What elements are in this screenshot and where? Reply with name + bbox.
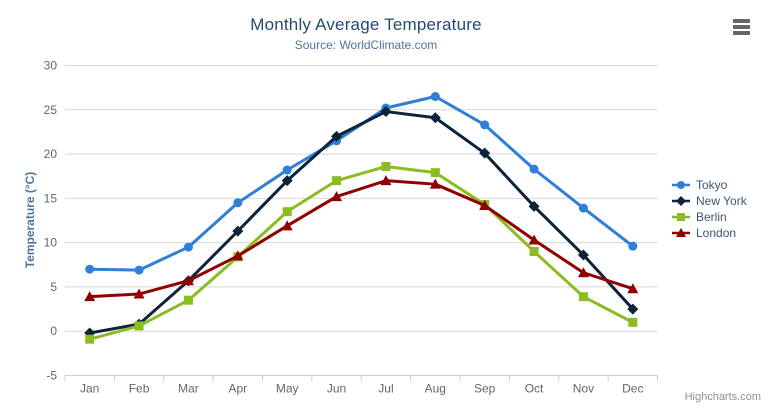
marker-new-york [429, 112, 441, 124]
chart-context-menu-button[interactable] [730, 17, 753, 37]
y-axis-title: Temperature (°C) [23, 171, 37, 269]
marker-new-york [281, 175, 293, 187]
legend-marker-shape [677, 181, 685, 189]
marker-london [528, 234, 540, 245]
marker-tokyo [480, 120, 490, 130]
x-axis-tick-label: Mar [178, 382, 199, 396]
marker-tokyo [282, 165, 292, 175]
series-line-london [88, 179, 635, 299]
marker-london [479, 199, 491, 210]
marker-tokyo [134, 265, 144, 275]
marker-berlin [628, 317, 638, 327]
marker-london [232, 250, 244, 261]
hamburger-menu-icon [733, 19, 750, 35]
marker-new-york [479, 147, 491, 159]
x-axis-tick-label: Sep [474, 382, 496, 396]
marker-berlin [85, 334, 95, 344]
marker-new-york [331, 130, 343, 142]
legend-label: London [696, 226, 737, 240]
marker-new-york [528, 200, 540, 212]
legend-item-london[interactable]: London [671, 225, 747, 241]
y-axis-tick-label: 5 [50, 280, 57, 294]
marker-berlin [381, 161, 391, 171]
marker-london [182, 275, 194, 286]
legend-marker-square-icon [672, 213, 690, 221]
x-axis-tick-label: Nov [573, 382, 594, 396]
legend-marker-circle-icon [672, 181, 690, 189]
marker-london [429, 178, 441, 189]
marker-tokyo [430, 92, 440, 101]
x-axis-tick-label: Feb [129, 382, 150, 396]
x-axis-tick-label: Jan [80, 382, 99, 396]
legend-label: Tokyo [696, 178, 728, 192]
x-axis-tick-label: Jul [378, 382, 393, 396]
x-axis-tick-label: Apr [228, 382, 247, 396]
marker-berlin [430, 168, 440, 178]
y-axis-tick-label: 0 [50, 324, 57, 338]
marker-berlin [332, 176, 342, 186]
series-new-york[interactable] [84, 106, 639, 339]
marker-new-york [380, 106, 392, 118]
y-axis-tick-label: 25 [44, 103, 58, 117]
marker-berlin [282, 207, 292, 217]
x-axis-tick-label: Oct [525, 382, 544, 396]
y-axis-tick-label: 10 [44, 236, 58, 250]
series-berlin[interactable] [85, 161, 638, 344]
marker-new-york [232, 225, 244, 237]
marker-london [577, 267, 589, 278]
marker-berlin [183, 295, 193, 305]
x-axis-tick-label: Dec [622, 382, 643, 396]
marker-london [281, 220, 293, 231]
marker-london [380, 175, 392, 186]
marker-tokyo [628, 241, 638, 251]
marker-tokyo [233, 198, 243, 208]
series-line-new-york [88, 110, 635, 335]
legend-item-tokyo[interactable]: Tokyo [671, 177, 747, 193]
y-axis-tick-label: 30 [44, 59, 58, 73]
legend-label: New York [696, 194, 747, 208]
marker-tokyo [85, 264, 95, 274]
legend-marker-diamond-icon [672, 196, 690, 206]
highcharts-credits-link[interactable]: Highcharts.com [684, 391, 761, 403]
x-axis-tick-label: May [276, 382, 299, 396]
marker-new-york [577, 249, 589, 261]
chart-subtitle: Source: WorldClimate.com [294, 38, 438, 52]
series-tokyo[interactable] [85, 92, 638, 275]
chart-title: Monthly Average Temperature [250, 15, 482, 34]
marker-london [84, 291, 96, 302]
y-axis-tick-label: -5 [46, 369, 57, 383]
marker-london [627, 283, 639, 294]
marker-tokyo [183, 242, 193, 252]
legend-item-new-york[interactable]: New York [671, 193, 747, 209]
legend-marker-shape [676, 196, 686, 206]
legend-label: Berlin [696, 210, 727, 224]
marker-london [331, 191, 343, 202]
series-london[interactable] [84, 175, 639, 302]
marker-new-york [627, 303, 639, 315]
legend-marker-shape [677, 213, 685, 221]
legend-item-berlin[interactable]: Berlin [671, 209, 747, 225]
legend: Tokyo New York Berlin London [671, 177, 747, 241]
series-line-berlin [88, 164, 635, 341]
y-axis-tick-label: 15 [44, 191, 58, 205]
legend-marker-shape [676, 228, 686, 237]
marker-london [133, 288, 145, 299]
x-axis-tick-label: Jun [327, 382, 346, 396]
marker-berlin [134, 321, 144, 331]
legend-marker-triangle-icon [672, 228, 690, 237]
marker-berlin [529, 247, 539, 256]
x-axis-tick-label: Aug [425, 382, 446, 396]
marker-berlin [578, 292, 588, 302]
marker-tokyo [529, 164, 539, 174]
marker-tokyo [578, 203, 588, 213]
y-axis-tick-label: 20 [44, 147, 58, 161]
